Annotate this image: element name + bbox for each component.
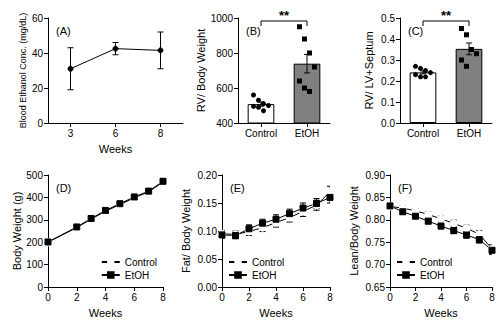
svg-text:2: 2 [246,292,252,303]
svg-text:600: 600 [216,83,233,94]
svg-text:Control: Control [125,257,157,268]
svg-text:Blood Ethanol Conc. (mg/dL): Blood Ethanol Conc. (mg/dL) [18,13,28,129]
svg-text:(B): (B) [246,25,261,37]
svg-text:(D): (D) [56,182,71,194]
svg-text:Control: Control [245,128,277,139]
svg-text:0.80: 0.80 [366,214,386,225]
svg-text:400: 400 [216,118,233,129]
svg-text:4: 4 [103,292,109,303]
svg-text:Body Weight (g): Body Weight (g) [11,192,23,271]
svg-text:1000: 1000 [211,13,234,24]
svg-text:2: 2 [413,292,419,303]
svg-text:8: 8 [327,292,333,303]
svg-text:300: 300 [26,214,43,225]
svg-text:8: 8 [160,292,166,303]
svg-text:0.70: 0.70 [366,259,386,270]
svg-text:(F): (F) [398,182,412,194]
svg-text:(A): (A) [56,25,71,37]
svg-text:0.2: 0.2 [381,76,395,87]
svg-text:0.00: 0.00 [198,282,218,293]
svg-text:0.0: 0.0 [381,118,395,129]
svg-text:3: 3 [68,128,74,139]
svg-text:EtOH: EtOH [457,128,481,139]
svg-text:0.85: 0.85 [366,192,386,203]
svg-text:RV/ LV+Septum: RV/ LV+Septum [363,31,375,109]
svg-text:0.65: 0.65 [366,282,386,293]
svg-text:0.10: 0.10 [198,226,218,237]
svg-text:Weeks: Weeks [259,307,293,319]
svg-text:2: 2 [74,292,80,303]
svg-text:0.1: 0.1 [381,97,395,108]
svg-text:0.15: 0.15 [198,198,218,209]
svg-text:EtOH: EtOH [125,270,149,281]
svg-text:6: 6 [131,292,137,303]
svg-text:0: 0 [45,292,51,303]
svg-text:6: 6 [464,292,470,303]
svg-text:(C): (C) [408,25,423,37]
svg-text:500: 500 [26,170,43,181]
svg-text:400: 400 [26,192,43,203]
svg-text:40: 40 [32,48,44,59]
svg-text:0: 0 [387,292,393,303]
svg-text:0: 0 [37,282,43,293]
svg-text:6: 6 [113,128,119,139]
svg-text:200: 200 [26,237,43,248]
svg-text:20: 20 [32,83,44,94]
svg-text:Control: Control [420,257,452,268]
svg-text:Fat/ Body Weight: Fat/ Body Weight [180,189,192,273]
svg-text:8: 8 [489,292,495,303]
svg-text:0.05: 0.05 [198,254,218,265]
svg-text:Control: Control [407,128,439,139]
svg-text:Control: Control [252,257,284,268]
svg-text:Weeks: Weeks [99,143,133,155]
svg-text:0.3: 0.3 [381,55,395,66]
svg-text:0.4: 0.4 [381,34,395,45]
svg-text:0.90: 0.90 [366,170,386,181]
svg-text:RV/ Body Weight: RV/ Body Weight [195,29,207,112]
svg-text:Lean/Body Weight: Lean/Body Weight [348,186,360,276]
svg-text:**: ** [279,8,290,23]
svg-text:EtOH: EtOH [420,270,444,281]
svg-text:8: 8 [158,128,164,139]
svg-text:(E): (E) [230,182,245,194]
svg-text:Weeks: Weeks [424,307,458,319]
svg-text:**: ** [441,8,452,23]
svg-text:4: 4 [273,292,279,303]
svg-text:EtOH: EtOH [252,270,276,281]
svg-text:100: 100 [26,259,43,270]
svg-text:0.5: 0.5 [381,13,395,24]
svg-text:0.20: 0.20 [198,170,218,181]
svg-text:800: 800 [216,48,233,59]
svg-text:6: 6 [300,292,306,303]
svg-text:Weeks: Weeks [89,307,123,319]
svg-text:4: 4 [438,292,444,303]
svg-text:0: 0 [219,292,225,303]
svg-text:60: 60 [32,13,44,24]
svg-text:EtOH: EtOH [295,128,319,139]
svg-text:0.75: 0.75 [366,237,386,248]
svg-text:0: 0 [37,118,43,129]
